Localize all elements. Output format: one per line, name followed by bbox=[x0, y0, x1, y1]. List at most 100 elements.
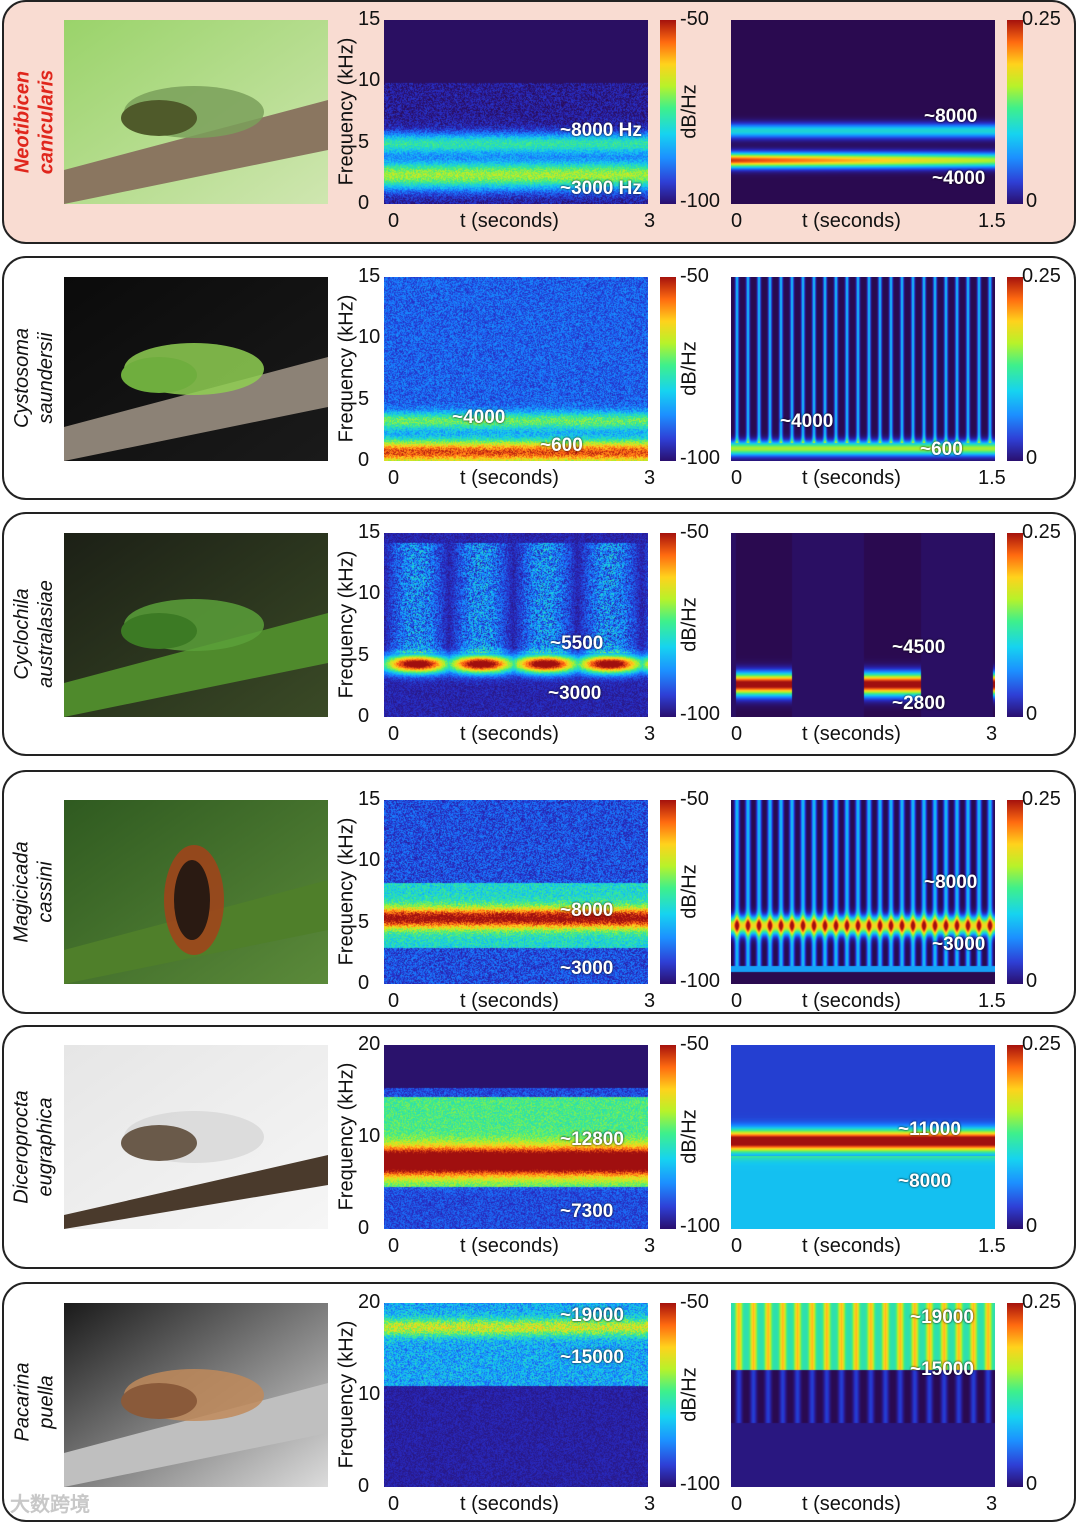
spectrogram-y-tick: 20 bbox=[358, 1291, 381, 1313]
scalogram-plot bbox=[731, 20, 995, 204]
spectrogram-x-tick: 3 bbox=[644, 210, 656, 232]
scalogram-colorbar-max: 0.25 bbox=[1022, 8, 1061, 30]
scalogram-x-axis-label: t (seconds) bbox=[802, 1493, 901, 1515]
spectrogram-colorbar-max: -50 bbox=[680, 788, 709, 810]
scalogram-image bbox=[731, 277, 995, 461]
scalogram-colorbar-min: 0 bbox=[1026, 190, 1038, 212]
spectrogram-x-tick: 3 bbox=[644, 1235, 656, 1257]
watermark: 大数跨境 bbox=[10, 1494, 90, 1516]
spectrogram-plot bbox=[384, 1045, 648, 1229]
spectrogram-colorbar-min: -100 bbox=[680, 1215, 721, 1237]
spectrogram-y-tick: 10 bbox=[358, 326, 381, 349]
cicada-photo bbox=[64, 533, 328, 717]
spectrogram-plot bbox=[384, 533, 648, 717]
scalogram-annotation-lower: ~15000 bbox=[910, 1359, 974, 1380]
spectrogram-plot bbox=[384, 1303, 648, 1487]
species-name: Cystosoma saundersii bbox=[11, 327, 57, 429]
scalogram-annotation-upper: ~8000 bbox=[924, 106, 978, 127]
spectrogram-colorbar-min: -100 bbox=[680, 1473, 721, 1495]
spectrogram-colorbar-min: -100 bbox=[680, 190, 721, 212]
scalogram-image bbox=[731, 1045, 995, 1229]
scalogram-x-axis-label: t (seconds) bbox=[802, 990, 901, 1012]
scalogram-colorbar bbox=[1007, 277, 1023, 461]
scalogram-annotation-upper: ~8000 bbox=[924, 872, 978, 893]
scalogram-colorbar-min: 0 bbox=[1026, 703, 1038, 725]
scalogram-x-tick: 0 bbox=[731, 210, 743, 232]
scalogram-colorbar-max: 0.25 bbox=[1022, 1033, 1061, 1055]
spectrogram-y-tick: 5 bbox=[358, 643, 370, 666]
spectrogram-annotation-lower: ~7300 bbox=[560, 1201, 614, 1222]
scalogram-annotation-lower: ~8000 bbox=[898, 1171, 952, 1192]
spectrogram-colorbar-max: -50 bbox=[680, 521, 709, 543]
spectrogram-x-axis-label: t (seconds) bbox=[460, 1235, 559, 1257]
scalogram-annotation-upper: ~19000 bbox=[910, 1307, 974, 1328]
spectrogram-annotation-lower: ~3000 bbox=[560, 958, 614, 979]
spectrogram-y-axis-label: Frequency (kHz) bbox=[335, 37, 358, 186]
spectrogram-colorbar bbox=[660, 1303, 676, 1487]
spectrogram-y-tick: 15 bbox=[358, 8, 381, 30]
cicada-photo bbox=[64, 20, 328, 204]
spectrogram-annotation-upper: ~12800 bbox=[560, 1129, 624, 1150]
spectrogram-y-tick: 10 bbox=[358, 1125, 381, 1147]
spectrogram-y-tick: 0 bbox=[358, 972, 370, 994]
species-name: Magicicada cassini bbox=[11, 841, 58, 943]
spectrogram-plot bbox=[384, 20, 648, 204]
spectrogram-colorbar-max: -50 bbox=[680, 265, 709, 287]
spectrogram-y-tick: 5 bbox=[358, 910, 370, 933]
spectrogram-annotation-lower: ~3000 bbox=[548, 683, 602, 704]
spectrogram-image bbox=[384, 277, 648, 461]
colorbar-unit-label: dB/Hz bbox=[678, 1367, 701, 1422]
species-name: Cyclochila australasiae bbox=[11, 580, 57, 688]
spectrogram-y-tick: 20 bbox=[358, 1033, 381, 1055]
scalogram-plot bbox=[731, 1303, 995, 1487]
colorbar-unit-label: dB/Hz bbox=[678, 597, 701, 652]
spectrogram-colorbar bbox=[660, 20, 676, 204]
spectrogram-y-axis-label: Frequency (kHz) bbox=[335, 294, 358, 443]
spectrogram-y-tick: 15 bbox=[358, 265, 381, 287]
scalogram-x-tick: 0 bbox=[731, 467, 743, 489]
scalogram-colorbar bbox=[1007, 533, 1023, 717]
spectrogram-x-tick: 3 bbox=[644, 723, 656, 745]
spectrogram-x-axis-label: t (seconds) bbox=[460, 210, 559, 232]
spectrogram-colorbar bbox=[660, 533, 676, 717]
scalogram-image bbox=[731, 533, 995, 717]
scalogram-x-tick: 0 bbox=[731, 1493, 743, 1515]
spectrogram-y-tick: 15 bbox=[358, 788, 381, 810]
scalogram-annotation-upper: ~11000 bbox=[898, 1119, 961, 1140]
colorbar-unit-label: dB/Hz bbox=[678, 864, 701, 919]
scalogram-x-tick: 1.5 bbox=[978, 990, 1006, 1012]
scalogram-annotation-lower: ~2800 bbox=[892, 693, 946, 714]
spectrogram-image bbox=[384, 1045, 648, 1229]
cicada-photo bbox=[64, 1303, 328, 1487]
scalogram-annotation-lower: ~3000 bbox=[932, 934, 986, 955]
spectrogram-y-axis-label: Frequency (kHz) bbox=[335, 550, 358, 699]
spectrogram-x-axis-label: t (seconds) bbox=[460, 1493, 559, 1515]
scalogram-x-axis-label: t (seconds) bbox=[802, 723, 901, 745]
scalogram-x-tick: 3 bbox=[986, 1493, 998, 1515]
spectrogram-colorbar-min: -100 bbox=[680, 970, 721, 992]
cicada-photo bbox=[64, 277, 328, 461]
colorbar-unit-label: dB/Hz bbox=[678, 341, 701, 396]
spectrogram-colorbar-min: -100 bbox=[680, 447, 721, 469]
spectrogram-y-tick: 5 bbox=[358, 130, 370, 153]
spectrogram-y-tick: 10 bbox=[358, 849, 381, 872]
scalogram-image bbox=[731, 1303, 995, 1487]
spectrogram-x-tick: 3 bbox=[644, 1493, 656, 1515]
spectrogram-x-axis-label: t (seconds) bbox=[460, 723, 559, 745]
spectrogram-annotation-upper: ~8000 Hz bbox=[560, 120, 642, 141]
scalogram-colorbar bbox=[1007, 800, 1023, 984]
scalogram-x-axis-label: t (seconds) bbox=[802, 210, 901, 232]
cicada-photo bbox=[64, 1045, 328, 1229]
scalogram-image bbox=[731, 20, 995, 204]
scalogram-x-axis-label: t (seconds) bbox=[802, 1235, 901, 1257]
scalogram-colorbar-min: 0 bbox=[1026, 970, 1038, 992]
spectrogram-x-tick: 0 bbox=[388, 210, 400, 232]
spectrogram-x-tick: 0 bbox=[388, 723, 400, 745]
spectrogram-x-tick: 0 bbox=[388, 1493, 400, 1515]
cicada-photo bbox=[64, 800, 328, 984]
spectrogram-image bbox=[384, 1303, 648, 1487]
spectrogram-annotation-upper: ~19000 bbox=[560, 1305, 624, 1326]
scalogram-x-tick: 0 bbox=[731, 990, 743, 1012]
spectrogram-annotation-lower: ~600 bbox=[540, 435, 583, 456]
spectrogram-y-axis-label: Frequency (kHz) bbox=[335, 1062, 358, 1211]
